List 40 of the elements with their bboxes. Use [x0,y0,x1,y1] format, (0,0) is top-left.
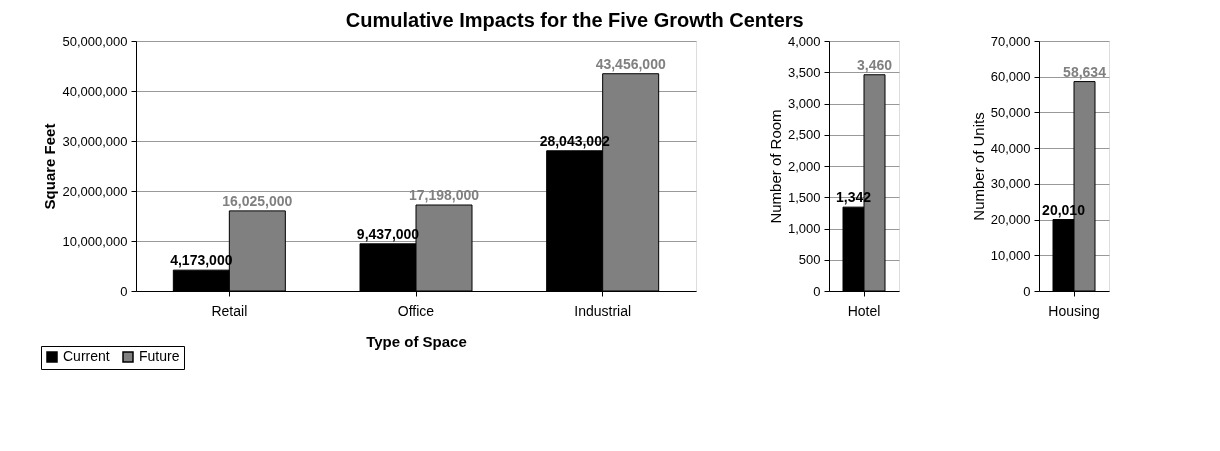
y-tick-label: 50,000,000 [62,33,128,49]
data-label: 17,198,000 [408,187,480,204]
y-tick-label: 1,000 [787,221,821,236]
y-axis-title: Square Feet [41,123,59,210]
y-tick-label: 20,000 [990,212,1031,228]
y-tick-label: 3,000 [787,96,821,111]
y-tick-label: 1,500 [787,189,821,205]
x-tick-label: Hotel [847,302,881,319]
y-tick-label: 10,000,000 [62,233,128,249]
y-tick-label: 20,000,000 [62,183,128,199]
chart-title: Cumulative Impacts for the Five Growth Centers [345,8,804,31]
y-tick-label: 10,000 [990,247,1031,263]
y-axis-title: Number of Room [766,109,784,224]
y-tick-label: 0 [120,283,128,299]
x-tick-label: Office [397,302,435,319]
y-tick-label: 40,000,000 [62,83,128,99]
x-tick-label: Retail [211,302,248,319]
y-tick-label: 50,000 [990,104,1031,120]
data-label: 58,634 [1063,63,1107,80]
data-label: 43,456,000 [595,55,666,72]
data-label: 3,460 [856,56,893,73]
data-label: 16,025,000 [222,192,293,209]
y-tick-label: 40,000 [990,140,1031,156]
y-tick-label: 2,000 [787,158,821,174]
legend-label: Current [63,348,110,364]
y-tick-label: 2,500 [787,127,821,143]
y-tick-label: 60,000 [990,69,1031,85]
y-axis-title: Number of Units [969,112,987,221]
y-tick-label: 500 [798,252,821,268]
x-tick-label: Housing [1048,302,1100,319]
legend-label: Future [139,348,180,364]
y-tick-label: 0 [813,283,821,299]
x-tick-label: Industrial [574,302,632,319]
y-tick-label: 30,000 [990,176,1031,192]
y-tick-label: 0 [1023,283,1031,299]
y-tick-label: 30,000,000 [62,133,128,149]
y-tick-label: 70,000 [990,33,1031,49]
y-tick-label: 4,000 [787,33,821,49]
x-axis-title: Type of Space [366,332,467,350]
y-tick-label: 3,500 [787,64,821,80]
